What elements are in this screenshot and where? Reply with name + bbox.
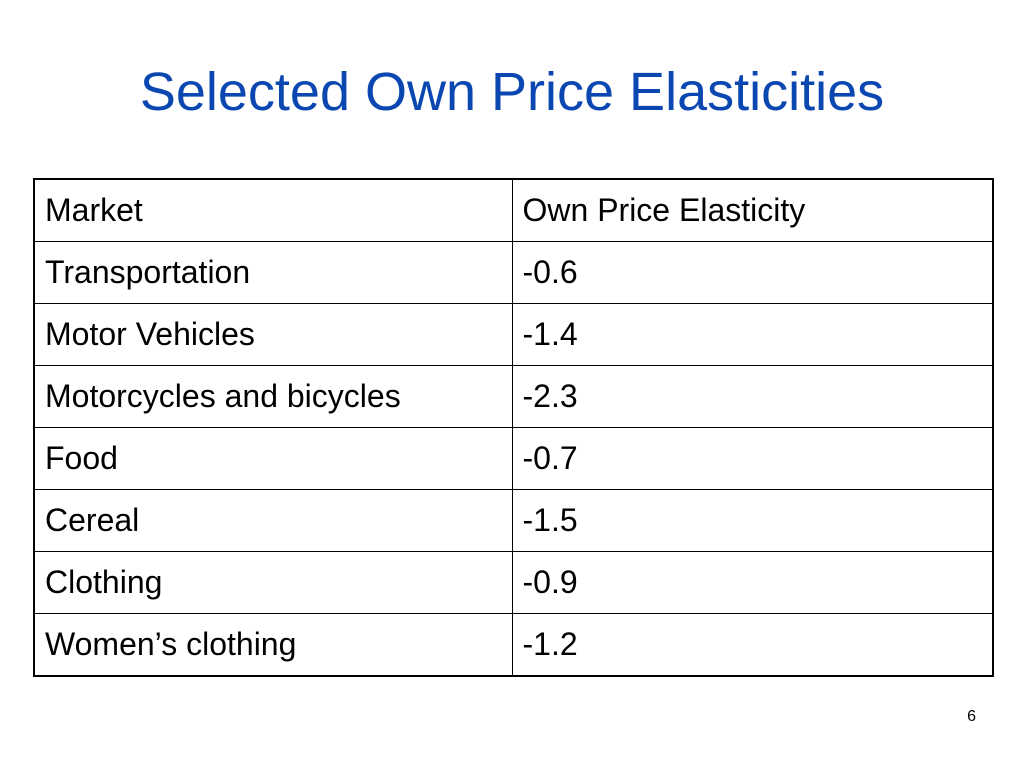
elasticity-cell: -0.9 [511, 551, 994, 614]
header-elasticity: Own Price Elasticity [511, 178, 994, 242]
market-cell: Food [33, 427, 513, 490]
elasticity-cell: -0.6 [511, 241, 994, 304]
page-number: 6 [967, 708, 976, 725]
market-cell: Motorcycles and bicycles [33, 365, 513, 428]
elasticity-table: Market Own Price Elasticity Transportati… [33, 178, 994, 677]
table-row: Clothing -0.9 [33, 551, 994, 614]
table-row: Women’s clothing -1.2 [33, 613, 994, 677]
elasticity-cell: -1.2 [511, 613, 994, 677]
table-header-row: Market Own Price Elasticity [33, 178, 994, 242]
elasticity-cell: -1.5 [511, 489, 994, 552]
elasticity-cell: -0.7 [511, 427, 994, 490]
header-market: Market [33, 178, 513, 242]
market-cell: Clothing [33, 551, 513, 614]
elasticity-cell: -2.3 [511, 365, 994, 428]
table-row: Motorcycles and bicycles -2.3 [33, 365, 994, 428]
market-cell: Transportation [33, 241, 513, 304]
slide-title: Selected Own Price Elasticities [139, 62, 885, 122]
table-row: Cereal -1.5 [33, 489, 994, 552]
table-row: Motor Vehicles -1.4 [33, 303, 994, 366]
market-cell: Motor Vehicles [33, 303, 513, 366]
market-cell: Women’s clothing [33, 613, 513, 677]
table-row: Food -0.7 [33, 427, 994, 490]
market-cell: Cereal [33, 489, 513, 552]
table-row: Transportation -0.6 [33, 241, 994, 304]
elasticity-cell: -1.4 [511, 303, 994, 366]
